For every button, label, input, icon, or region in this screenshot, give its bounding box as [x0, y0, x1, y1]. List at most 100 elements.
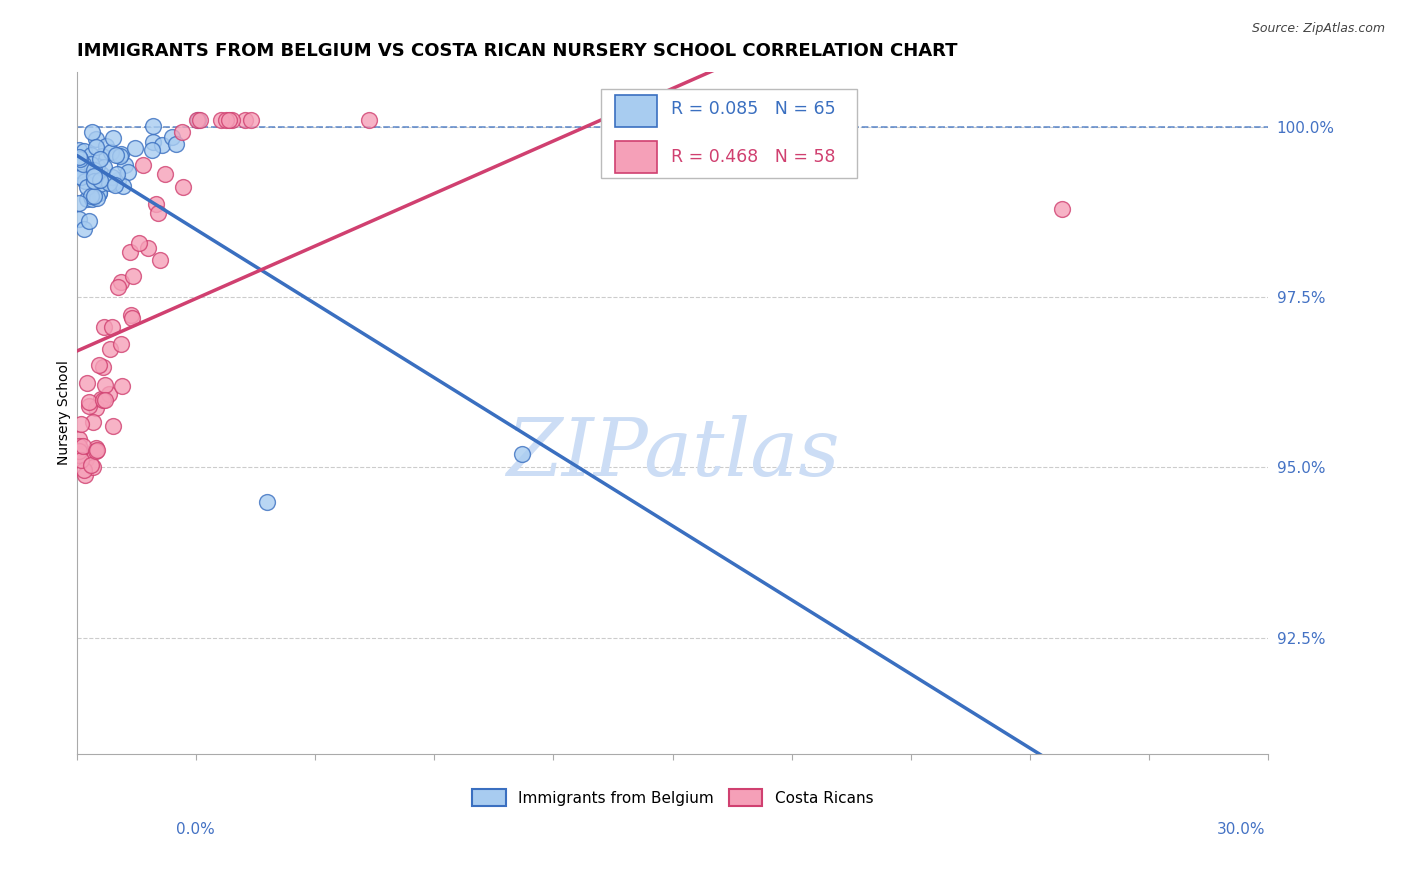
Point — [72, 157, 94, 171]
Point — [76, 193, 98, 207]
Point — [73, 463, 96, 477]
Point — [83, 189, 105, 203]
Point — [117, 165, 139, 179]
Point — [75, 452, 97, 467]
Point — [69, 153, 91, 167]
Point — [110, 275, 132, 289]
Point — [128, 235, 150, 250]
Point — [142, 135, 165, 149]
Point — [73, 144, 96, 158]
Point — [87, 186, 110, 200]
Point — [105, 167, 128, 181]
Point — [239, 113, 262, 128]
Point — [215, 113, 238, 128]
FancyBboxPatch shape — [602, 89, 858, 178]
Point — [77, 399, 100, 413]
Point — [1050, 202, 1073, 216]
Point — [510, 447, 533, 461]
Point — [80, 148, 103, 162]
FancyBboxPatch shape — [616, 95, 657, 127]
Point — [186, 113, 208, 128]
Point — [118, 244, 141, 259]
Point — [160, 130, 183, 145]
Point — [67, 151, 90, 165]
Point — [101, 170, 124, 185]
Point — [114, 158, 136, 172]
Point — [72, 439, 94, 453]
Point — [103, 419, 125, 434]
Point — [98, 343, 121, 357]
Point — [101, 320, 124, 334]
Point — [132, 158, 155, 172]
Point — [111, 378, 134, 392]
Point — [165, 137, 187, 152]
Point — [84, 442, 107, 456]
Point — [89, 153, 111, 167]
Point — [357, 113, 380, 128]
Point — [75, 468, 97, 483]
Point — [98, 387, 121, 401]
Point — [80, 188, 103, 202]
Legend: Immigrants from Belgium, Costa Ricans: Immigrants from Belgium, Costa Ricans — [464, 781, 882, 814]
Point — [79, 157, 101, 171]
Point — [82, 415, 104, 429]
Text: 30.0%: 30.0% — [1218, 822, 1265, 837]
Point — [103, 131, 125, 145]
Point — [76, 376, 98, 391]
Point — [73, 174, 96, 188]
Text: Source: ZipAtlas.com: Source: ZipAtlas.com — [1251, 22, 1385, 36]
FancyBboxPatch shape — [616, 141, 657, 172]
Point — [91, 149, 114, 163]
Point — [67, 439, 90, 453]
Point — [69, 417, 91, 431]
Point — [218, 113, 240, 128]
Point — [91, 393, 114, 408]
Point — [188, 113, 211, 128]
Point — [170, 126, 193, 140]
Point — [121, 268, 143, 283]
Point — [89, 358, 111, 372]
Point — [86, 159, 108, 173]
Point — [90, 167, 112, 181]
Point — [67, 169, 90, 183]
Point — [86, 191, 108, 205]
Text: R = 0.085   N = 65: R = 0.085 N = 65 — [672, 101, 837, 119]
Point — [89, 173, 111, 187]
Point — [67, 448, 90, 462]
Point — [145, 197, 167, 211]
Text: R = 0.468   N = 58: R = 0.468 N = 58 — [672, 148, 837, 166]
Point — [94, 139, 117, 153]
Point — [221, 113, 243, 128]
Point — [141, 143, 163, 157]
Point — [100, 145, 122, 160]
Point — [67, 444, 90, 458]
Text: IMMIGRANTS FROM BELGIUM VS COSTA RICAN NURSERY SCHOOL CORRELATION CHART: IMMIGRANTS FROM BELGIUM VS COSTA RICAN N… — [77, 42, 957, 60]
Point — [80, 126, 103, 140]
Point — [86, 442, 108, 457]
Point — [142, 119, 165, 133]
Point — [93, 359, 115, 374]
Point — [67, 143, 90, 157]
Point — [89, 178, 111, 192]
Point — [67, 163, 90, 178]
Point — [124, 141, 146, 155]
Point — [94, 393, 117, 408]
Point — [83, 169, 105, 184]
Point — [107, 173, 129, 187]
Point — [150, 138, 173, 153]
Point — [87, 173, 110, 187]
Point — [70, 169, 93, 184]
Point — [67, 212, 90, 227]
Point — [77, 214, 100, 228]
Point — [84, 132, 107, 146]
Point — [233, 113, 256, 128]
Y-axis label: Nursery School: Nursery School — [58, 360, 72, 466]
Point — [79, 458, 101, 472]
Point — [110, 336, 132, 351]
Point — [94, 378, 117, 392]
Point — [93, 320, 115, 334]
Point — [104, 178, 127, 193]
Point — [83, 163, 105, 178]
Point — [84, 443, 107, 458]
Point — [93, 160, 115, 174]
